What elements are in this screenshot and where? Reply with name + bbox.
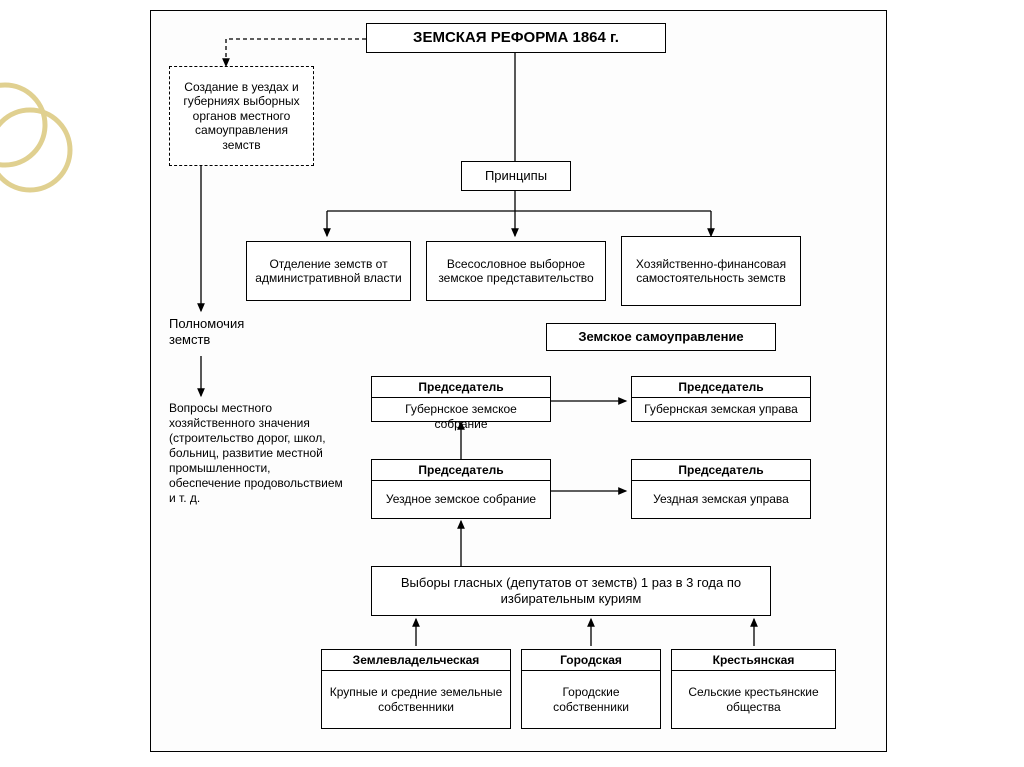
curia-3-head: Крестьянская [672, 650, 835, 671]
powers-label: Полномочия земств [169, 316, 289, 349]
title-box: ЗЕМСКАЯ РЕФОРМА 1864 г. [366, 23, 666, 53]
curia-2-head: Городская [522, 650, 660, 671]
creation-box: Создание в уездах и губерниях выборных о… [169, 66, 314, 166]
uezd-uprava-text: Уездная земская управа [632, 481, 810, 518]
principles-label: Принципы [485, 168, 547, 184]
gub-sobranie-box: Председатель Губернское земское собрание [371, 376, 551, 422]
curia-3-body: Сельские крестьянские общества [672, 671, 835, 728]
curia-1-body: Крупные и средние земельные собственники [322, 671, 510, 728]
principle-2-text: Всесословное выборное земское представит… [433, 257, 599, 286]
principles-label-box: Принципы [461, 161, 571, 191]
curia-1-head: Землевладельческая [322, 650, 510, 671]
uezd-sobranie-box: Председатель Уездное земское собрание [371, 459, 551, 519]
curia-3: Крестьянская Сельские крестьянские общес… [671, 649, 836, 729]
diagram-frame: ЗЕМСКАЯ РЕФОРМА 1864 г. Создание в уезда… [150, 10, 887, 752]
gub-uprava-box: Председатель Губернская земская управа [631, 376, 811, 422]
curia-2: Городская Городские собственники [521, 649, 661, 729]
elections-text: Выборы гласных (депутатов от земств) 1 р… [378, 575, 764, 606]
uezd-uprava-box: Председатель Уездная земская управа [631, 459, 811, 519]
gub-sobranie-text: Губернское земское собрание [372, 398, 550, 436]
chair-label-3: Председатель [372, 460, 550, 481]
powers-text: Вопросы местного хозяйственного значения… [169, 401, 344, 506]
principle-1-text: Отделение земств от административной вла… [253, 257, 404, 286]
principle-1: Отделение земств от административной вла… [246, 241, 411, 301]
chair-label-1: Председатель [372, 377, 550, 398]
uezd-sobranie-text: Уездное земское собрание [372, 481, 550, 518]
creation-text: Создание в уездах и губерниях выборных о… [176, 80, 307, 152]
self-gov-text: Земское самоуправление [578, 329, 743, 345]
curia-1: Землевладельческая Крупные и средние зем… [321, 649, 511, 729]
self-gov-box: Земское самоуправление [546, 323, 776, 351]
principle-2: Всесословное выборное земское представит… [426, 241, 606, 301]
principle-3: Хозяйственно-финансовая самостоятельност… [621, 236, 801, 306]
curia-2-body: Городские собственники [522, 671, 660, 728]
chair-label-4: Председатель [632, 460, 810, 481]
slide-decoration-rings [0, 80, 80, 200]
elections-box: Выборы гласных (депутатов от земств) 1 р… [371, 566, 771, 616]
principle-3-text: Хозяйственно-финансовая самостоятельност… [628, 257, 794, 286]
title-text: ЗЕМСКАЯ РЕФОРМА 1864 г. [413, 29, 619, 47]
gub-uprava-text: Губернская земская управа [632, 398, 810, 421]
chair-label-2: Председатель [632, 377, 810, 398]
